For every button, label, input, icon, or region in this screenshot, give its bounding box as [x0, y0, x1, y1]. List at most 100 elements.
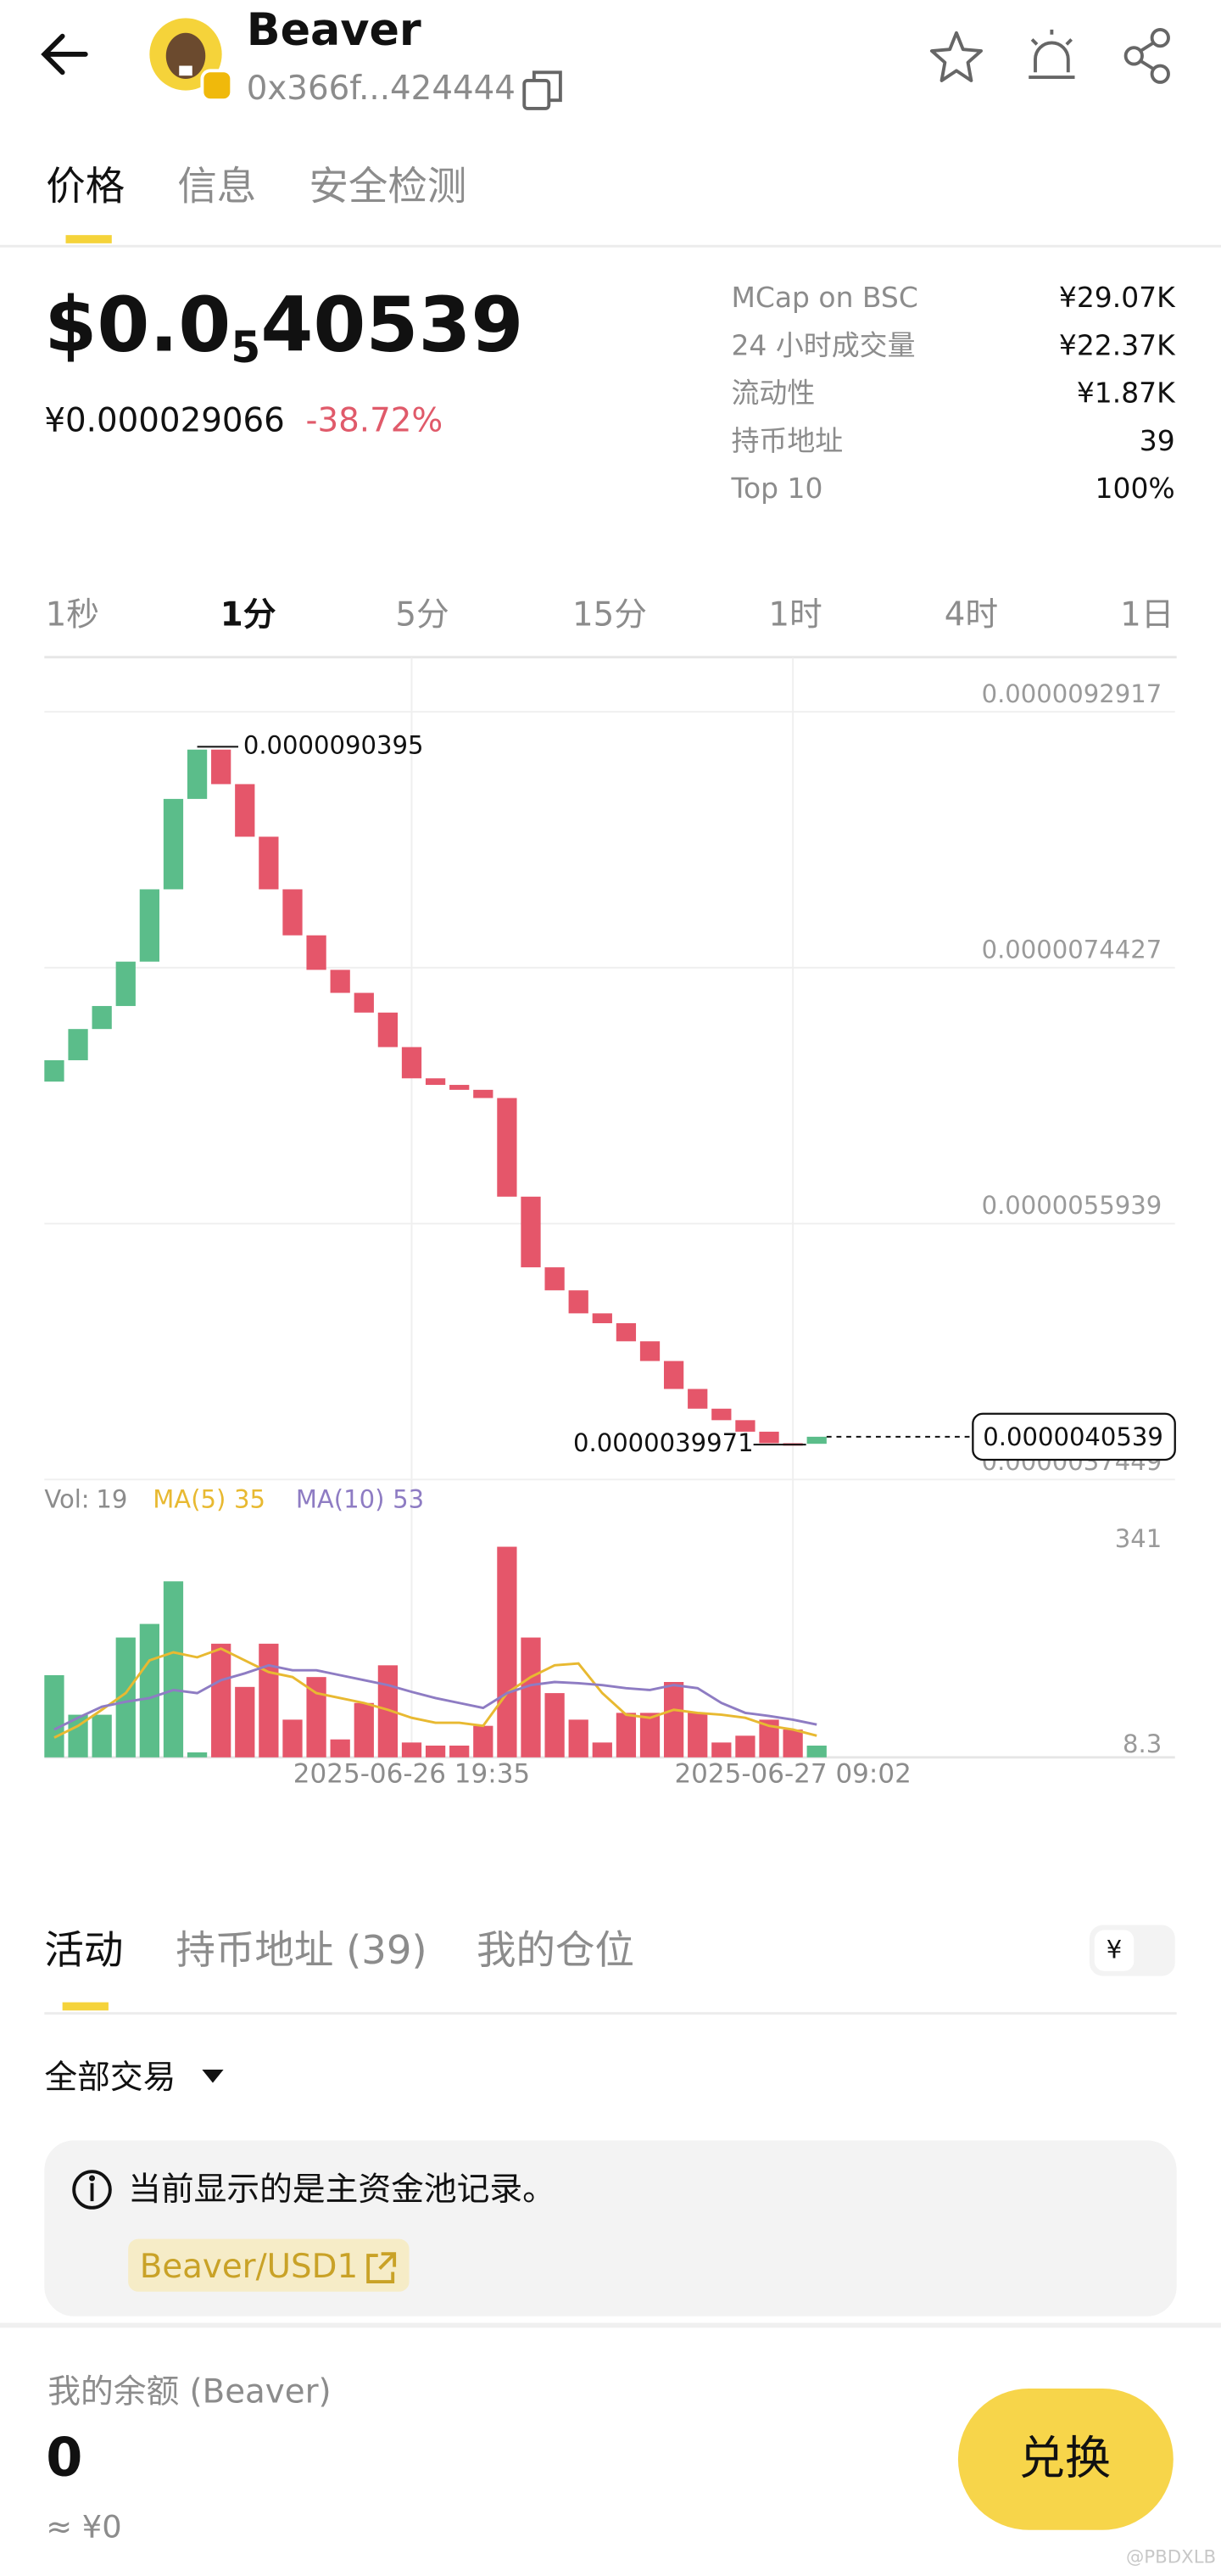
- candle: [354, 992, 374, 1013]
- volume-label: Vol:: [44, 1484, 89, 1513]
- volume-bar: [521, 1637, 541, 1757]
- candle: [592, 1313, 612, 1324]
- volume-bar: [187, 1752, 208, 1757]
- balance-approx: ≈ ¥0: [46, 2508, 121, 2545]
- tab-indicator: [65, 235, 112, 243]
- volume-bar: [544, 1693, 565, 1757]
- volume-bar: [44, 1674, 64, 1757]
- interval[interactable]: 1分: [220, 595, 276, 634]
- swap-button-label[interactable]: 兑换: [1019, 2431, 1112, 2484]
- dropdown-arrow[interactable]: [202, 2070, 224, 2083]
- candle: [235, 784, 255, 837]
- volume-bar: [711, 1742, 732, 1757]
- share-button[interactable]: [1123, 27, 1170, 84]
- favorite-button[interactable]: [929, 31, 983, 82]
- volume-tick-label: 341: [1115, 1524, 1162, 1553]
- token-address: 0x366f...424444: [247, 70, 516, 108]
- high-label: 0.0000090395: [243, 730, 424, 759]
- y-tick-label: 0.0000055939: [982, 1191, 1162, 1220]
- candle: [139, 889, 159, 962]
- volume-bar: [568, 1719, 588, 1757]
- volume-bar: [354, 1702, 374, 1757]
- volume-bar: [783, 1729, 803, 1757]
- volume-tick-label: 8.3: [1123, 1729, 1162, 1758]
- candle: [639, 1341, 661, 1361]
- interval[interactable]: 15分: [572, 595, 647, 634]
- activity-tab[interactable]: 活动: [44, 1927, 123, 1973]
- stat-value: 100%: [1096, 472, 1175, 505]
- stat-label: 持币地址: [731, 424, 843, 457]
- tab[interactable]: 信息: [177, 163, 256, 209]
- filter[interactable]: 全部交易: [44, 2059, 176, 2097]
- stats: MCap on BSC ¥29.07K 24 小时成交量 ¥22.37K 流动性 ¥1.8…: [730, 281, 1176, 505]
- volume-bar: [282, 1719, 303, 1757]
- currency-toggle[interactable]: ¥: [1089, 1925, 1175, 1976]
- ma-name: MA(10): [296, 1484, 385, 1513]
- interval[interactable]: 1时: [768, 595, 822, 634]
- panel-shadow: [0, 2322, 1221, 2328]
- price: $0.0540539: [44, 282, 523, 372]
- volume-bar: [663, 1681, 684, 1757]
- interval[interactable]: 1日: [1120, 595, 1174, 634]
- interval[interactable]: 1秒: [46, 595, 99, 634]
- candle: [544, 1267, 565, 1291]
- candle: [568, 1290, 588, 1314]
- stat-label: 流动性: [731, 377, 815, 410]
- balance-label: 我的余额 (Beaver): [47, 2372, 331, 2411]
- copy-button[interactable]: [522, 70, 562, 110]
- stat-value: ¥22.37K: [1059, 328, 1176, 361]
- volume-bar: [330, 1739, 350, 1757]
- tab[interactable]: 安全检测: [309, 163, 466, 209]
- back-button[interactable]: [41, 33, 88, 75]
- activity-tab[interactable]: 持币地址 (39): [176, 1927, 427, 1973]
- candle: [163, 798, 184, 890]
- y-tick-label: 0.0000074427: [982, 936, 1162, 964]
- y-tick-label: 0.0000092917: [982, 679, 1162, 708]
- candle: [616, 1323, 637, 1342]
- tab-indicator: [62, 2002, 109, 2011]
- stat-label: MCap on BSC: [731, 281, 917, 314]
- volume-bar: [139, 1623, 159, 1757]
- pool-link[interactable]: Beaver/USD1: [140, 2248, 358, 2286]
- candle: [688, 1389, 708, 1409]
- candle: [401, 1047, 422, 1079]
- info-icon: [72, 2170, 112, 2210]
- stat-value: ¥1.87K: [1077, 377, 1176, 410]
- candle: [711, 1408, 732, 1421]
- activity-tab[interactable]: 我的仓位: [477, 1927, 634, 1973]
- volume-bar: [401, 1742, 422, 1757]
- candle: [44, 1059, 64, 1082]
- alert-button[interactable]: [1029, 29, 1075, 80]
- ma-name: MA(5): [153, 1484, 226, 1513]
- low-label: 0.0000039971: [573, 1428, 754, 1457]
- divider: [0, 244, 1221, 248]
- candle: [68, 1029, 88, 1060]
- volume-bar: [68, 1714, 88, 1757]
- interval[interactable]: 4时: [945, 595, 998, 634]
- tab[interactable]: 价格: [46, 163, 125, 209]
- ma-legend: MA(10) 53: [296, 1484, 424, 1513]
- stat-value: 39: [1140, 424, 1175, 457]
- divider: [44, 656, 1177, 659]
- swap-button[interactable]: [957, 2389, 1174, 2530]
- candle: [521, 1196, 541, 1268]
- candle: [425, 1078, 446, 1086]
- candle: [282, 889, 303, 936]
- interval[interactable]: 5分: [395, 595, 449, 634]
- stat-value: ¥29.07K: [1059, 281, 1176, 314]
- ma-current: 53: [393, 1484, 424, 1513]
- last-price-box: [972, 1412, 1176, 1461]
- pool-link-bg[interactable]: [128, 2238, 410, 2292]
- candle: [473, 1089, 493, 1098]
- currency: ¥: [1107, 1936, 1123, 1964]
- token-avatar: [149, 18, 234, 103]
- notice-text: 当前显示的是主资金池记录。: [128, 2171, 555, 2209]
- candle: [115, 961, 136, 1007]
- volume-bar: [473, 1725, 493, 1757]
- ma-line: [53, 1663, 817, 1731]
- candle: [497, 1098, 517, 1197]
- candle: [92, 1006, 112, 1030]
- volume-bar: [449, 1745, 470, 1757]
- candle: [663, 1361, 684, 1389]
